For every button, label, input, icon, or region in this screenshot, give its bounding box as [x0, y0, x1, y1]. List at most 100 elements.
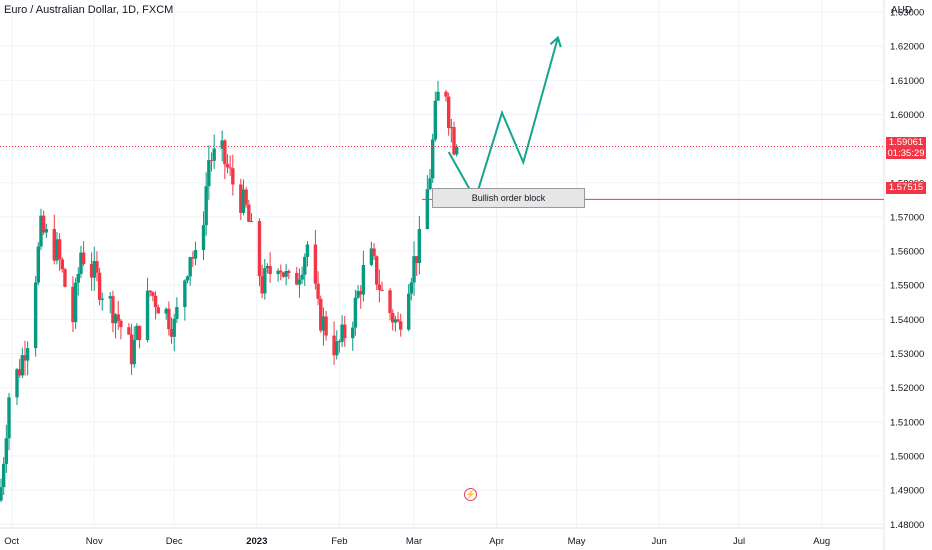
candle-down [388, 290, 392, 314]
x-tick-label: Apr [489, 536, 504, 547]
candle-up [204, 186, 208, 226]
candle-up [241, 189, 246, 213]
y-tick-label: 1.57000 [890, 212, 924, 223]
y-tick-label: 1.50000 [890, 452, 924, 463]
candle-up [406, 293, 411, 330]
candle-down [89, 264, 94, 278]
candle-down [127, 327, 131, 335]
candle-down [223, 140, 227, 165]
candle-up [412, 256, 416, 283]
candle-up [44, 229, 48, 233]
x-tick-label: Jun [652, 536, 667, 547]
candle-up [145, 290, 150, 341]
price-axis[interactable]: 1.48000 1.49000 1.50000 1.51000 1.52000 1.530… [890, 7, 924, 530]
candle-down [295, 272, 299, 285]
candle-down [398, 321, 403, 330]
candle-up [36, 246, 41, 283]
candle-up [393, 319, 398, 323]
candle-down [313, 244, 318, 284]
candle-up [436, 91, 440, 101]
candle-down [324, 316, 328, 336]
candle-down [319, 298, 323, 331]
candle-up [79, 252, 83, 274]
x-tick-label: 2023 [246, 536, 267, 547]
candle-down [151, 292, 155, 296]
x-tick-label: Mar [406, 536, 422, 547]
candle-down [268, 265, 272, 275]
candle-down [57, 239, 62, 260]
candle-up [361, 264, 366, 295]
candle-up [263, 268, 267, 294]
candle-down [239, 184, 243, 213]
time-axis[interactable]: Oct Nov Dec 2023 Feb Mar Apr May Jun Jul Aug [4, 536, 830, 547]
candle-up [335, 341, 339, 356]
candle-down [209, 160, 214, 162]
candle-up [265, 265, 270, 269]
candle-up [454, 146, 459, 155]
candle-up [188, 257, 192, 277]
candle-up [113, 314, 118, 324]
candle-up [303, 256, 307, 275]
candle-up [1, 463, 6, 488]
candle-up [207, 160, 211, 187]
candle-up [409, 282, 414, 294]
candle-up [185, 276, 190, 281]
candle-up [201, 225, 206, 250]
candle-down [137, 325, 142, 341]
candle-up [449, 127, 454, 129]
y-tick-label: 1.60000 [890, 110, 924, 121]
candle-up [305, 244, 310, 257]
order-block-label[interactable]: Bullish order block [432, 188, 585, 208]
candle-up [164, 308, 168, 314]
candle-down [247, 204, 251, 222]
candle-down [129, 334, 134, 365]
candle-down [372, 248, 376, 257]
candle-up [193, 249, 198, 259]
x-tick-label: Dec [166, 536, 183, 547]
candle-down [23, 355, 27, 361]
candle-down [97, 272, 102, 300]
countdown-value: 01:35:29 [887, 148, 925, 159]
candle-down [244, 189, 248, 205]
candle-down [343, 324, 347, 339]
candle-down [231, 168, 235, 185]
level-price-tag: 1.57515 [886, 182, 926, 194]
y-tick-label: 1.48000 [890, 520, 924, 531]
chart-grid [0, 0, 885, 550]
candle-down [95, 261, 99, 273]
candle-down [279, 270, 283, 273]
candle-down [414, 256, 419, 264]
candle-down [191, 257, 195, 259]
candle-up [183, 280, 187, 308]
candle-down [41, 215, 46, 233]
candle-down [60, 259, 64, 270]
candle-up [4, 438, 9, 464]
candle-up [297, 279, 302, 285]
projection-path [447, 37, 559, 202]
candle-up [276, 270, 280, 275]
candle-down [377, 284, 382, 290]
candle-series [0, 80, 459, 503]
candle-down [281, 272, 286, 277]
candle-up [340, 324, 344, 342]
candle-up [351, 327, 355, 339]
y-tick-label: 1.52000 [890, 383, 924, 394]
chart-title[interactable]: Euro / Australian Dollar, 1D, FXCM [4, 4, 174, 16]
candle-down [63, 269, 67, 287]
candle-up [428, 178, 432, 190]
candle-up [417, 229, 422, 264]
candle-down [71, 286, 75, 323]
candle-down [396, 319, 400, 322]
lightning-icon[interactable]: ⚡ [464, 488, 477, 501]
candle-down [287, 270, 291, 273]
candle-up [284, 270, 288, 277]
candle-down [119, 320, 123, 328]
candle-up [433, 100, 438, 140]
candle-down [452, 127, 456, 155]
candle-down [444, 91, 448, 97]
candle-up [73, 282, 78, 323]
x-tick-label: Aug [813, 536, 830, 547]
candle-up [76, 273, 80, 283]
candle-up [175, 307, 179, 319]
